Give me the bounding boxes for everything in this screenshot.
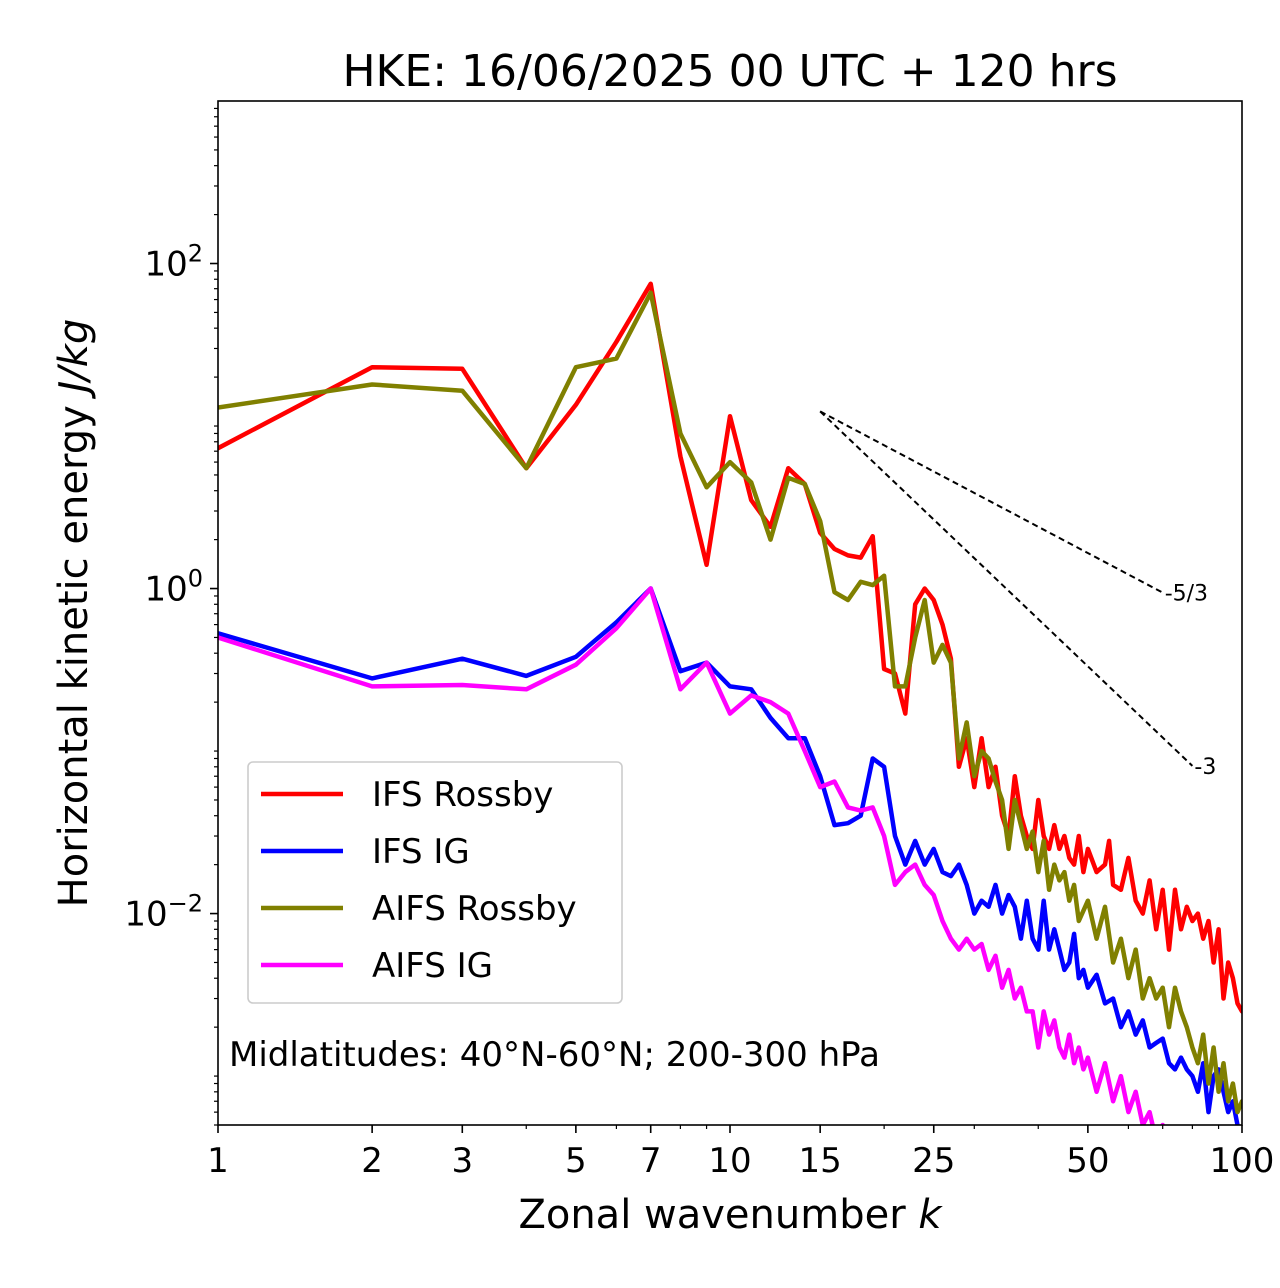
x-tick-label: 100: [1210, 1141, 1275, 1181]
x-tick-label: 2: [361, 1141, 383, 1181]
x-tick-label: 1: [207, 1141, 229, 1181]
reference-slopes: -5/3 -3: [819, 410, 1216, 780]
x-tick-label: 50: [1066, 1141, 1109, 1181]
reference-line-1: [819, 410, 1194, 767]
x-tick-label: 3: [451, 1141, 473, 1181]
chart-title: HKE: 16/06/2025 00 UTC + 120 hrs: [342, 46, 1117, 97]
legend-label-1: IFS IG: [372, 832, 470, 872]
y-tick-label: 10−2: [124, 890, 203, 935]
series-line-3: [218, 586, 1166, 1125]
legend-items: IFS Rossby IFS IG AIFS Rossby AIFS IG: [261, 775, 577, 986]
x-tick-label: 5: [565, 1141, 587, 1181]
reference-line-0: [819, 410, 1164, 594]
y-tick-label: 102: [144, 240, 203, 285]
y-tick-label: 100: [144, 565, 203, 610]
legend-label-3: AIFS IG: [372, 946, 493, 986]
legend: IFS Rossby IFS IG AIFS Rossby AIFS IG: [247, 761, 623, 1004]
legend-box: [247, 761, 623, 1004]
y-axis: 102 100 10−2: [124, 107, 218, 1126]
x-tick-label: 10: [708, 1141, 751, 1181]
x-tick-label: 7: [640, 1141, 662, 1181]
series-line-1: [218, 586, 1240, 1125]
series-line-2: [218, 290, 1242, 1115]
reference-line-label-1: -3: [1194, 755, 1216, 780]
x-tick-label: 25: [912, 1141, 955, 1181]
region-annotation: Midlatitudes: 40°N-60°N; 200-300 hPa: [229, 1035, 880, 1075]
series-layer: [218, 281, 1242, 1125]
x-axis: 1 2 3 5 7 10 15 25 50 100: [207, 1125, 1274, 1181]
legend-label-0: IFS Rossby: [372, 775, 553, 815]
y-axis-label: Horizontal kinetic energy J/kg: [51, 319, 97, 908]
x-axis-label: Zonal wavenumber k: [518, 1192, 943, 1238]
legend-label-2: AIFS Rossby: [372, 889, 577, 929]
reference-line-label-0: -5/3: [1165, 582, 1208, 607]
x-tick-label: 15: [799, 1141, 842, 1181]
